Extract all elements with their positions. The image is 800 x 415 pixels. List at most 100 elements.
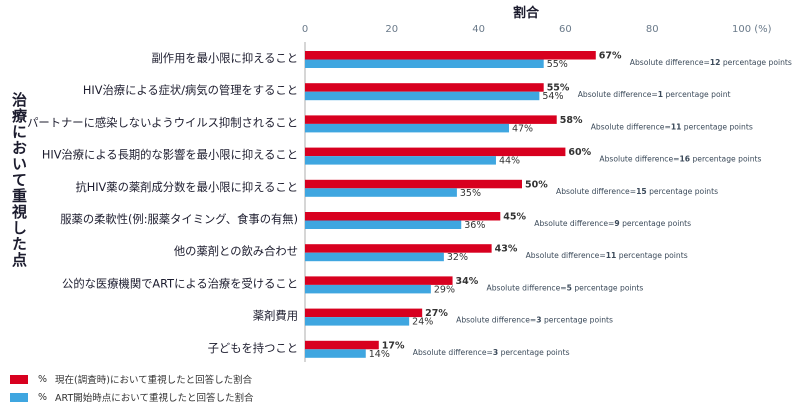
annotation-suffix: percentage points [690,155,761,164]
value-label-current: 58% [560,115,583,126]
x-tick-label: 60 [559,24,572,35]
category-label: 他の薬剤との飲み合わせ [174,244,298,258]
bar-start [305,284,431,294]
value-label-current: 55% [547,83,570,94]
value-label-start: 24% [412,317,433,328]
difference-annotation: Absolute difference=15 percentage points [556,187,718,196]
annotation-prefix: Absolute difference= [556,187,636,196]
difference-annotation: Absolute difference=16 percentage points [599,155,761,164]
annotation-value: 15 [636,187,647,196]
bar-current [305,147,566,157]
chart-title: 割合 [513,5,540,21]
annotation-suffix: percentage points [616,251,687,260]
x-tick-label: 0 [302,24,308,35]
annotation-value: 3 [536,316,541,325]
x-tick-label: 80 [646,24,659,35]
x-tick-label: 40 [472,24,485,35]
value-label-current: 27% [425,308,448,319]
value-label-start: 55% [547,59,568,70]
difference-annotation: Absolute difference=12 percentage points [630,58,792,67]
category-label: 公的な医療機関でARTによる治療を受けること [62,276,298,290]
value-label-start: 29% [434,284,455,295]
difference-annotation: Absolute difference=9 percentage points [534,219,691,228]
category-label: 抗HIV薬の薬剤成分数を最小限に抑えること [75,180,298,194]
bar-current [305,308,423,318]
value-label-current: 17% [382,340,405,351]
legend-label-current: 現在(調査時)において重視したと回答した割合 [55,375,253,386]
annotation-suffix: percentage points [620,219,691,228]
annotation-prefix: Absolute difference= [591,122,671,131]
annotation-suffix: percentage points [720,58,791,67]
annotation-prefix: Absolute difference= [534,219,614,228]
annotation-suffix: percentage points [542,316,613,325]
annotation-prefix: Absolute difference= [526,251,606,260]
value-label-start: 54% [542,91,563,102]
legend-pct-symbol: % [38,373,48,385]
value-label-current: 45% [503,212,526,223]
legend-item-current: % 現在(調査時)において重視したと回答した割合 [10,372,252,386]
x-tick-label: 100 (%) [732,24,772,35]
annotation-value: 3 [493,348,498,357]
annotation-value: 11 [606,251,617,260]
bar-start [305,317,410,326]
bar-start [305,59,544,68]
annotation-prefix: Absolute difference= [413,348,493,357]
bar-start [305,252,444,262]
annotation-suffix: percentage points [572,283,643,292]
value-label-current: 43% [495,244,518,255]
bar-current [305,179,522,189]
bar-start [305,188,457,197]
value-label-start: 32% [447,252,468,263]
bar-current [305,115,557,124]
category-label: HIV治療による症状/病気の管理をすること [83,83,298,97]
difference-annotation: Absolute difference=5 percentage points [487,283,644,292]
difference-annotation: Absolute difference=3 percentage points [456,316,613,325]
difference-annotation: Absolute difference=1 percentage point [578,90,731,99]
difference-annotation: Absolute difference=11 percentage points [591,122,753,131]
value-label-start: 14% [369,349,390,360]
category-label: 薬剤費用 [253,309,298,323]
legend-swatch-current [10,374,28,384]
annotation-suffix: percentage points [681,122,752,131]
value-label-start: 44% [499,156,520,167]
value-label-current: 34% [456,276,479,287]
category-label: 子どもを持つこと [208,341,298,355]
value-label-start: 35% [460,188,481,199]
annotation-prefix: Absolute difference= [599,155,679,164]
category-label: 副作用を最小限に抑えること [151,51,298,65]
annotation-prefix: Absolute difference= [456,316,536,325]
value-label-current: 50% [525,179,548,190]
value-label-start: 36% [464,220,485,231]
difference-annotation: Absolute difference=11 percentage points [526,251,688,260]
bar-current [305,83,544,92]
difference-annotation: Absolute difference=3 percentage points [413,348,570,357]
annotation-prefix: Absolute difference= [578,90,658,99]
annotation-suffix: percentage point [663,90,730,99]
category-label: パートナーに感染しないようウイルス抑制されること [27,115,298,129]
category-label: HIV治療による長期的な影響を最小限に抑えること [42,148,298,162]
annotation-value: 11 [671,122,682,131]
legend-pct-symbol: % [38,391,48,403]
annotation-value: 12 [710,58,721,67]
annotation-prefix: Absolute difference= [487,283,567,292]
bar-current [305,340,379,350]
bar-current [305,276,453,285]
bar-current [305,244,492,253]
annotation-prefix: Absolute difference= [630,58,710,67]
bar-start [305,349,366,358]
bar-current [305,51,596,60]
annotation-suffix: percentage points [498,348,569,357]
annotation-value: 1 [658,90,663,99]
annotation-suffix: percentage points [647,187,718,196]
category-label: 服薬の柔軟性(例:服薬タイミング、食事の有無) [60,212,298,226]
x-tick-label: 20 [385,24,398,35]
annotation-value: 5 [567,283,572,292]
value-label-current: 67% [599,51,622,62]
legend-item-start: % ART開始時点において重視したと回答した割合 [10,390,253,404]
bar-start [305,91,540,101]
y-axis-label: 治療において重視した点 [10,92,28,268]
bar-start [305,220,462,229]
bar-start [305,123,509,133]
annotation-value: 16 [679,155,690,164]
